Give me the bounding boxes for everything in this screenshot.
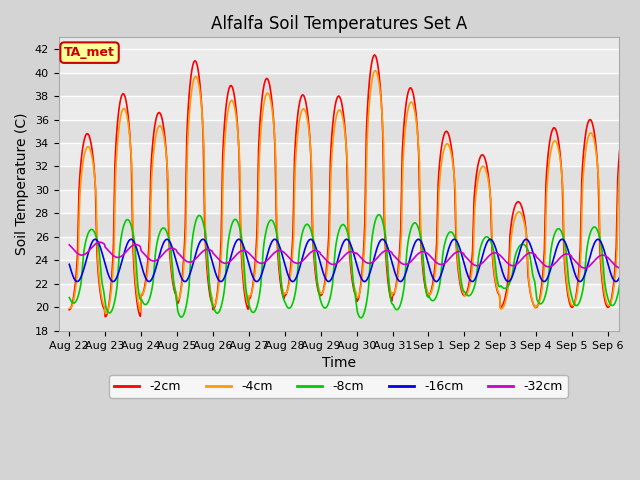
-16cm	[290, 278, 298, 284]
-8cm	[267, 217, 275, 223]
Text: TA_met: TA_met	[64, 46, 115, 59]
-8cm	[65, 295, 73, 300]
-16cm	[449, 237, 457, 242]
Bar	[58, 96, 619, 120]
-2cm	[289, 228, 297, 234]
-8cm	[417, 236, 425, 241]
-4cm	[134, 295, 141, 300]
Y-axis label: Soil Temperature (C): Soil Temperature (C)	[15, 113, 29, 255]
Bar	[58, 143, 619, 167]
-32cm	[268, 253, 275, 259]
-8cm	[639, 292, 640, 298]
Line: -4cm: -4cm	[69, 71, 640, 314]
Bar	[58, 307, 619, 331]
-2cm	[639, 304, 640, 310]
-4cm	[417, 230, 425, 236]
-32cm	[581, 265, 589, 271]
-16cm	[639, 259, 640, 264]
-2cm	[101, 314, 109, 320]
X-axis label: Time: Time	[322, 356, 356, 370]
-8cm	[133, 267, 141, 273]
-4cm	[268, 102, 275, 108]
-4cm	[65, 305, 73, 311]
Line: -8cm: -8cm	[69, 215, 640, 318]
Legend: -2cm, -4cm, -8cm, -16cm, -32cm: -2cm, -4cm, -8cm, -16cm, -32cm	[109, 375, 568, 398]
-16cm	[65, 262, 73, 267]
-2cm	[239, 274, 247, 280]
-16cm	[92, 237, 99, 242]
-2cm	[268, 93, 275, 99]
-4cm	[239, 265, 247, 271]
-32cm	[96, 240, 104, 245]
Line: -32cm: -32cm	[69, 242, 640, 268]
-8cm	[289, 301, 296, 307]
Bar	[58, 284, 619, 307]
-4cm	[102, 311, 110, 317]
-4cm	[371, 68, 379, 73]
Bar	[58, 72, 619, 96]
-4cm	[639, 301, 640, 307]
-2cm	[449, 160, 457, 166]
-2cm	[417, 242, 425, 248]
Bar	[58, 190, 619, 214]
-32cm	[639, 254, 640, 260]
-2cm	[134, 302, 141, 308]
-16cm	[417, 239, 425, 244]
-32cm	[289, 259, 297, 264]
-16cm	[74, 278, 81, 284]
-2cm	[65, 307, 73, 312]
-32cm	[65, 242, 73, 248]
-16cm	[240, 243, 248, 249]
-32cm	[449, 252, 456, 258]
Bar	[58, 261, 619, 284]
-8cm	[375, 212, 383, 217]
-32cm	[134, 242, 141, 248]
Bar	[58, 167, 619, 190]
Title: Alfalfa Soil Temperatures Set A: Alfalfa Soil Temperatures Set A	[211, 15, 467, 33]
Bar	[58, 120, 619, 143]
-8cm	[357, 315, 365, 321]
-16cm	[268, 239, 276, 244]
-8cm	[238, 239, 246, 244]
-16cm	[134, 251, 142, 256]
-2cm	[371, 52, 378, 58]
-4cm	[289, 245, 297, 251]
-4cm	[449, 163, 457, 169]
Bar	[58, 49, 619, 72]
Bar	[58, 214, 619, 237]
Line: -16cm: -16cm	[69, 240, 640, 281]
-32cm	[239, 248, 247, 253]
Line: -2cm: -2cm	[69, 55, 640, 317]
-8cm	[449, 231, 457, 237]
Bar	[58, 237, 619, 261]
-32cm	[417, 250, 424, 255]
